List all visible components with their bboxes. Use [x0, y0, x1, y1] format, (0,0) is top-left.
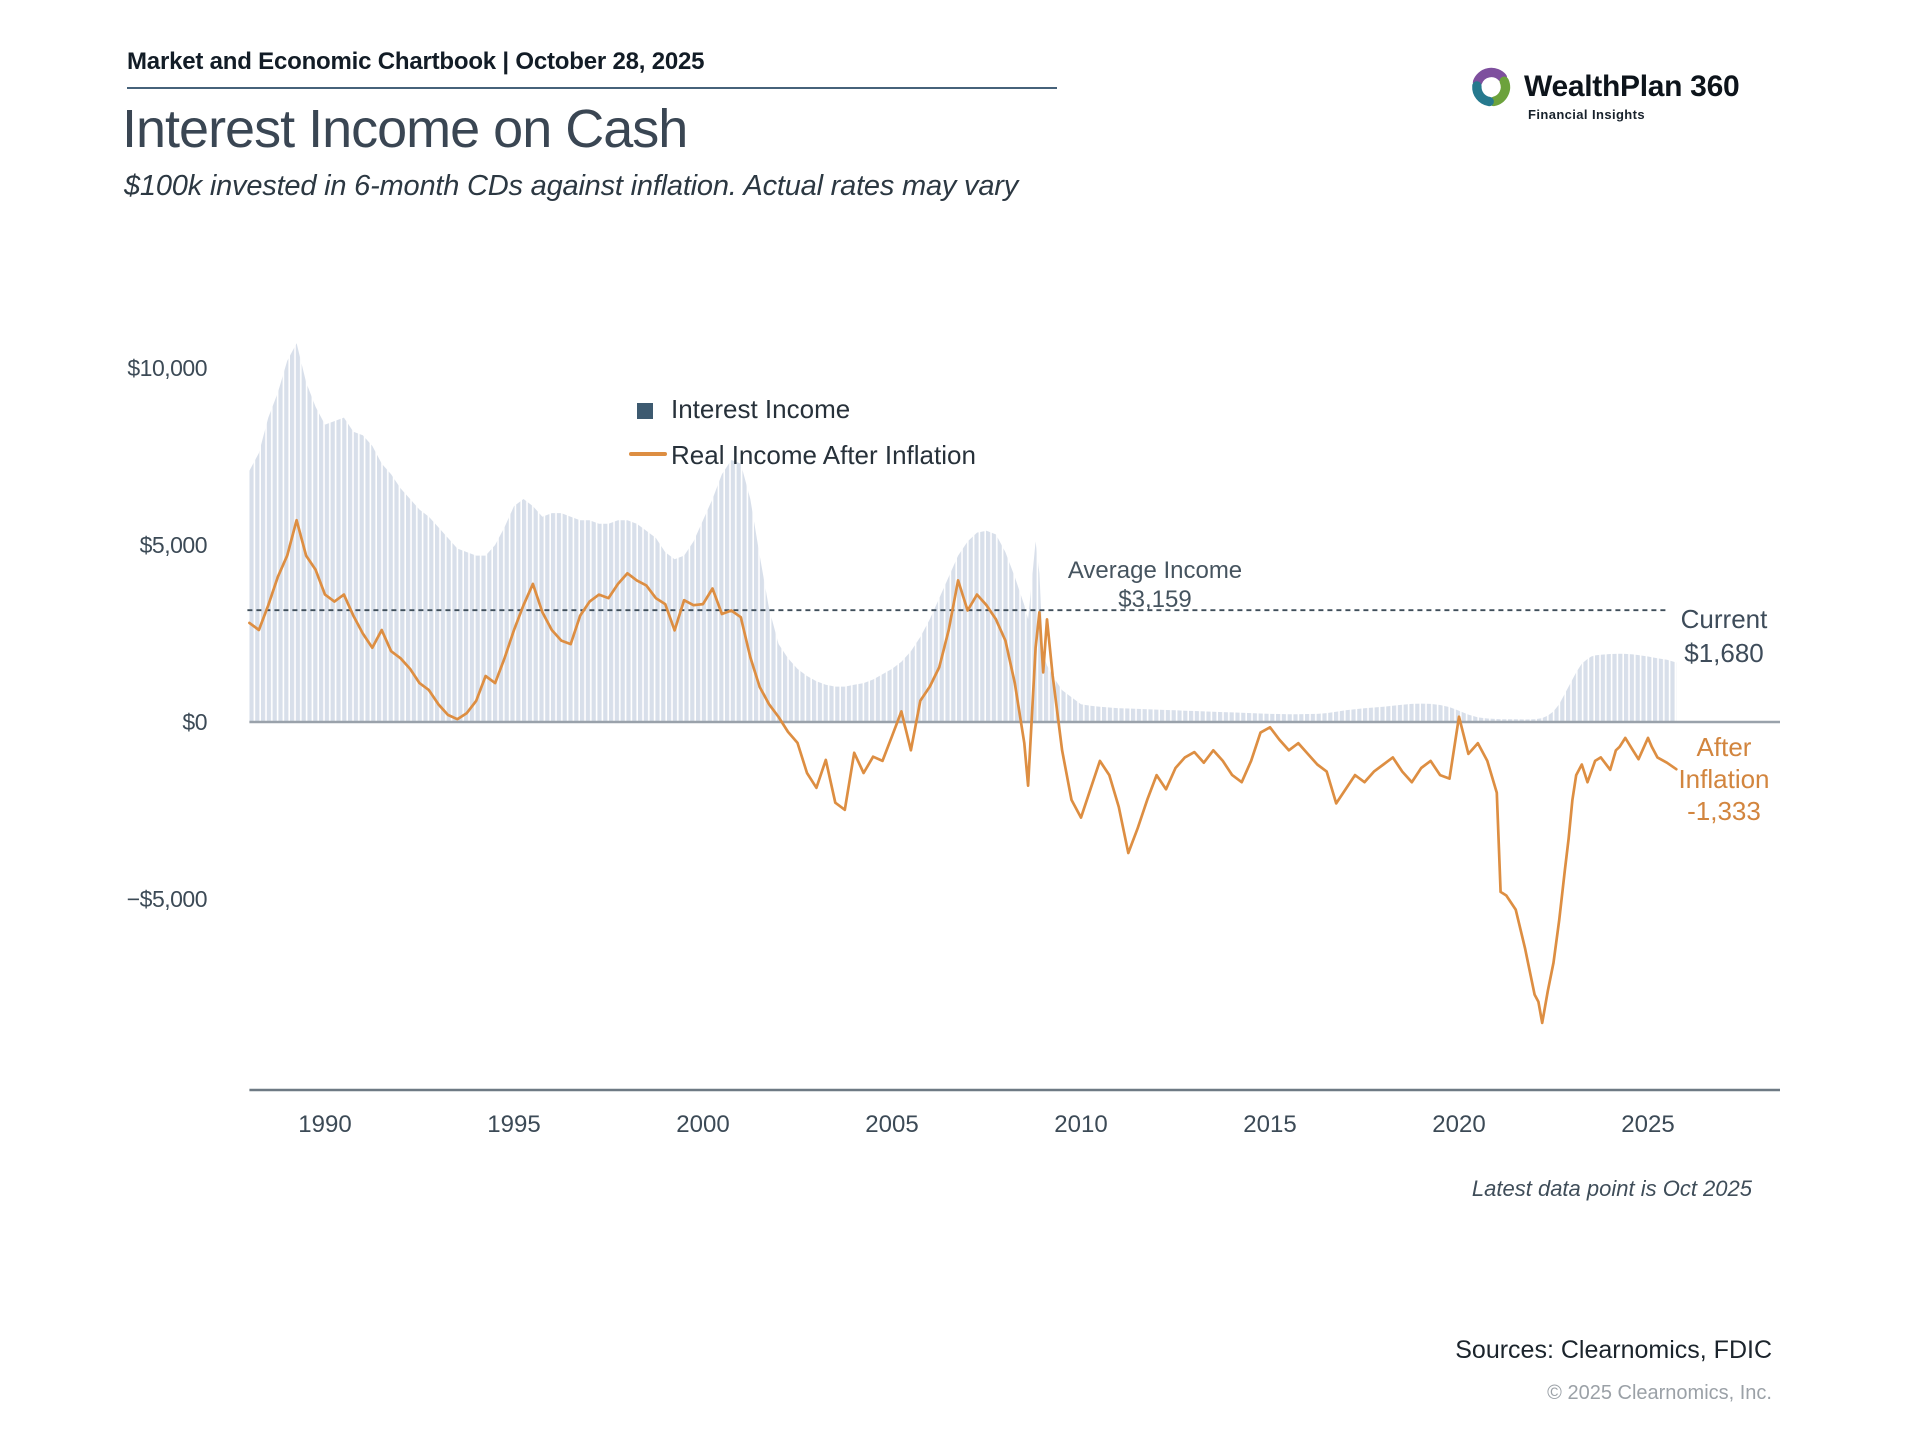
page-title: Interest Income on Cash [122, 99, 688, 159]
svg-text:−$5,000: −$5,000 [127, 886, 207, 912]
legend-swatch-interest-income [637, 403, 653, 419]
svg-text:2005: 2005 [865, 1111, 918, 1138]
chartbook-header: Market and Economic Chartbook | October … [127, 48, 705, 75]
wealthplan-logo-icon [1472, 67, 1511, 107]
svg-text:$5,000: $5,000 [140, 532, 207, 558]
svg-text:$10,000: $10,000 [127, 355, 207, 381]
legend-label-interest-income: Interest Income [671, 394, 851, 424]
header-divider [127, 87, 1057, 89]
svg-text:1995: 1995 [487, 1111, 540, 1138]
svg-text:2010: 2010 [1054, 1111, 1107, 1138]
average-income-annotation: Average Income $3,159 [1000, 556, 1310, 614]
sources-line: Sources: Clearnomics, FDIC [1455, 1336, 1772, 1364]
svg-text:2020: 2020 [1432, 1111, 1485, 1138]
current-value: $1,680 [1684, 638, 1764, 668]
svg-text:$0: $0 [182, 709, 207, 735]
brand-name: WealthPlan 360 [1524, 70, 1740, 103]
current-annotation: Current $1,680 [1645, 602, 1803, 670]
legend-line-real-income [629, 452, 667, 456]
latest-data-note: Latest data point is Oct 2025 [1471, 1176, 1752, 1201]
svg-text:2025: 2025 [1621, 1111, 1674, 1138]
svg-text:2000: 2000 [676, 1111, 729, 1138]
average-income-label: Average Income [1067, 557, 1243, 584]
svg-text:1990: 1990 [298, 1111, 351, 1138]
after-inflation-annotation: After Inflation -1,333 [1645, 731, 1803, 827]
legend-label-real-income: Real Income After Inflation [671, 440, 976, 470]
current-label: Current [1680, 604, 1768, 634]
svg-text:2015: 2015 [1243, 1111, 1296, 1138]
brand-tagline: Financial Insights [1528, 107, 1645, 122]
copyright-line: © 2025 Clearnomics, Inc. [1547, 1382, 1772, 1404]
average-income-value: $3,159 [1118, 586, 1192, 613]
after-inflation-value: -1,333 [1687, 796, 1761, 826]
after-inflation-label-2: Inflation [1678, 764, 1770, 794]
page-subtitle: $100k invested in 6-month CDs against in… [124, 170, 1019, 202]
after-inflation-label-1: After [1696, 732, 1752, 762]
